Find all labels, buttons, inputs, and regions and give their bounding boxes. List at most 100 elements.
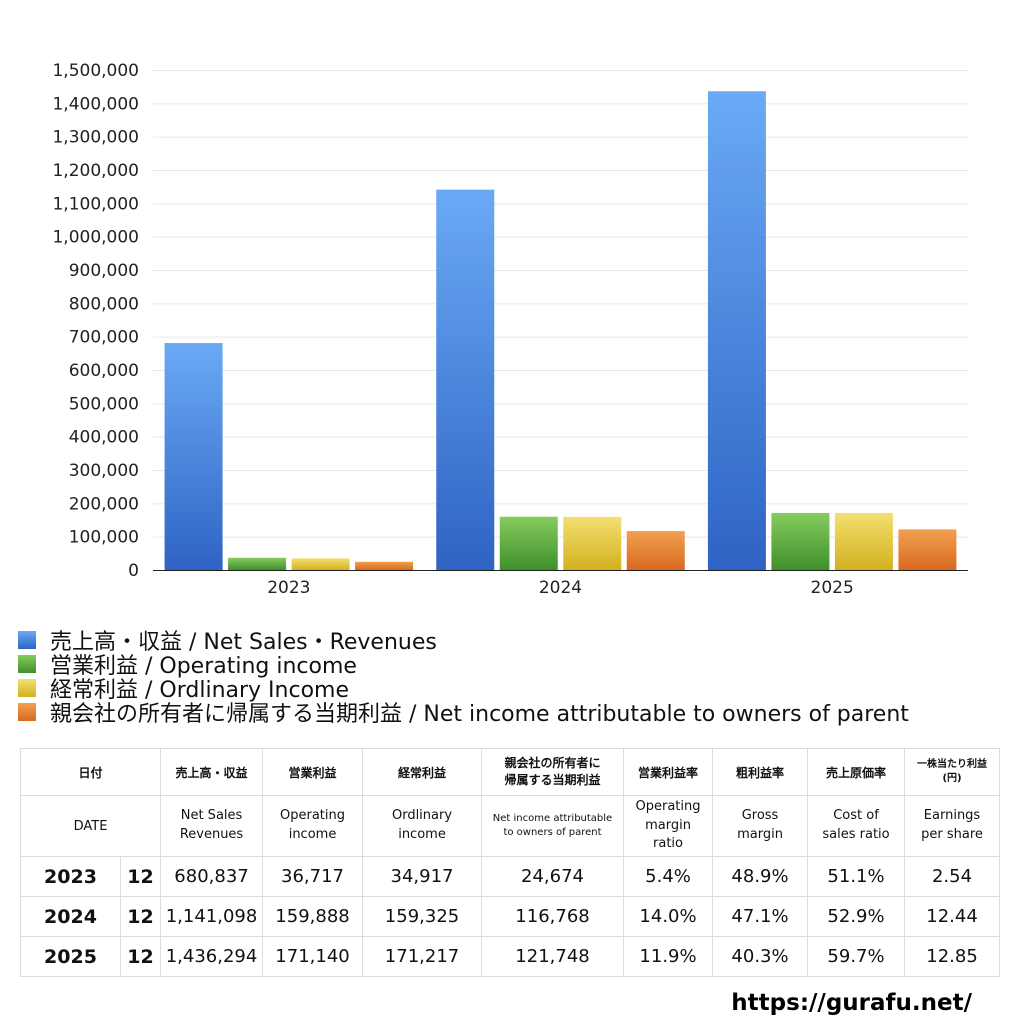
cell-operating-income: 159,888 [262, 896, 364, 937]
header-cell: 粗利益率 [712, 748, 809, 796]
bar [626, 531, 685, 570]
legend-label: 親会社の所有者に帰属する当期利益 / Net income attributab… [50, 702, 909, 727]
header-cell: Cost of sales ratio [807, 795, 906, 857]
cell-net-income: 24,674 [481, 856, 625, 897]
bar [499, 516, 558, 570]
legend-swatch-operating-income [18, 655, 36, 673]
table-header-en: DATE Net Sales Revenues Operating income… [19, 795, 1001, 857]
y-tick-label: 1,400,000 [52, 94, 139, 114]
row-month: 12 [119, 856, 162, 897]
cell-eps: 2.54 [904, 856, 1001, 897]
cell-net-sales: 1,436,294 [160, 936, 264, 977]
header-cell: 営業利益率 [623, 748, 714, 796]
site-url: https://gurafu.net/ [731, 990, 972, 1016]
cell-gross-margin: 40.3% [712, 936, 809, 977]
bar [771, 512, 830, 570]
cell-eps: 12.44 [904, 896, 1001, 937]
header-cell: Net Sales Revenues [160, 795, 264, 857]
legend-item: 親会社の所有者に帰属する当期利益 / Net income attributab… [18, 700, 909, 727]
y-tick-label: 800,000 [69, 294, 139, 314]
cell-operating-margin: 14.0% [623, 896, 714, 937]
header-cell: 売上高・収益 [160, 748, 264, 796]
header-cell: 経常利益 [362, 748, 483, 796]
header-date-en: DATE [19, 795, 162, 857]
header-cell: 売上原価率 [807, 748, 906, 796]
header-cell: Net income attributable to owners of par… [481, 795, 625, 857]
row-year: 2025 [20, 936, 121, 977]
bar-chart: 0 100,000 200,000 300,000 400,000 500,000 600,… [52, 61, 968, 598]
bar [228, 557, 287, 570]
y-tick-label: 100,000 [69, 528, 139, 548]
y-tick-label: 1,200,000 [52, 161, 139, 181]
header-cell: Gross margin [712, 795, 809, 857]
table-row: 2025 12 1,436,294 171,140 171,217 121,74… [20, 936, 1001, 977]
header-cell: 一株当たり利益 (円) [904, 748, 1001, 796]
cell-gross-margin: 48.9% [712, 856, 809, 897]
cell-operating-margin: 11.9% [623, 936, 714, 977]
legend-swatch-net-sales [18, 631, 36, 649]
bar [291, 558, 350, 570]
cell-net-income: 121,748 [481, 936, 625, 977]
y-tick-label: 1,500,000 [52, 61, 139, 81]
header-cell: Earnings per share [904, 795, 1001, 857]
y-tick-label: 1,100,000 [52, 194, 139, 214]
y-tick-label: 200,000 [69, 494, 139, 514]
x-tick-label: 2025 [811, 578, 854, 598]
cell-cost-ratio: 59.7% [807, 936, 906, 977]
cell-gross-margin: 47.1% [712, 896, 809, 937]
y-tick-label: 500,000 [69, 394, 139, 414]
cell-net-income: 116,768 [481, 896, 625, 937]
bar [164, 343, 223, 570]
header-cell: 親会社の所有者に 帰属する当期利益 [481, 748, 625, 796]
cell-operating-margin: 5.4% [623, 856, 714, 897]
row-year: 2023 [20, 856, 121, 897]
header-date-jp: 日付 [19, 748, 162, 796]
bar [355, 561, 414, 570]
bar [834, 512, 893, 570]
y-tick-label: 900,000 [69, 261, 139, 281]
legend-swatch-net-income [18, 703, 36, 721]
y-tick-label: 1,000,000 [52, 228, 139, 248]
cell-net-sales: 680,837 [160, 856, 264, 897]
header-cell: Ordlinary income [362, 795, 483, 857]
x-tick-label: 2023 [267, 578, 310, 598]
bar [563, 516, 622, 570]
row-month: 12 [119, 896, 162, 937]
y-tick-label: 1,300,000 [52, 128, 139, 148]
cell-ordinary-income: 159,325 [362, 896, 483, 937]
row-month: 12 [119, 936, 162, 977]
table-row: 2024 12 1,141,098 159,888 159,325 116,76… [20, 896, 1001, 937]
grid-lines [153, 70, 968, 538]
y-axis-ticks: 0 100,000 200,000 300,000 400,000 500,000 600,… [52, 61, 139, 581]
legend-label: 営業利益 / Operating income [50, 654, 357, 679]
cell-cost-ratio: 52.9% [807, 896, 906, 937]
row-year: 2024 [20, 896, 121, 937]
y-tick-label: 700,000 [69, 328, 139, 348]
cell-ordinary-income: 34,917 [362, 856, 483, 897]
cell-operating-income: 171,140 [262, 936, 364, 977]
cell-eps: 12.85 [904, 936, 1001, 977]
table-row: 2023 12 680,837 36,717 34,917 24,674 5.4… [20, 856, 1001, 897]
header-cell: Operating margin ratio [623, 795, 714, 857]
y-tick-label: 300,000 [69, 461, 139, 481]
legend-swatch-ordinary-income [18, 679, 36, 697]
legend-item: 経常利益 / Ordlinary Income [18, 676, 909, 703]
x-tick-label: 2024 [539, 578, 582, 598]
bar [707, 91, 766, 570]
x-axis-ticks: 2023 2024 2025 [267, 578, 854, 598]
bar [436, 189, 495, 570]
legend-item: 営業利益 / Operating income [18, 652, 909, 679]
header-cell: Operating income [262, 795, 364, 857]
cell-operating-income: 36,717 [262, 856, 364, 897]
cell-net-sales: 1,141,098 [160, 896, 264, 937]
legend-label: 売上高・収益 / Net Sales・Revenues [50, 630, 437, 655]
bars [164, 91, 957, 570]
bar [898, 529, 957, 570]
table-header-jp: 日付 売上高・収益 営業利益 経常利益 親会社の所有者に 帰属する当期利益 営業… [19, 748, 1001, 796]
cell-ordinary-income: 171,217 [362, 936, 483, 977]
header-cell: 営業利益 [262, 748, 364, 796]
y-tick-label: 0 [128, 561, 139, 581]
y-tick-label: 600,000 [69, 361, 139, 381]
legend-item: 売上高・収益 / Net Sales・Revenues [18, 628, 909, 655]
legend-label: 経常利益 / Ordlinary Income [50, 678, 349, 703]
